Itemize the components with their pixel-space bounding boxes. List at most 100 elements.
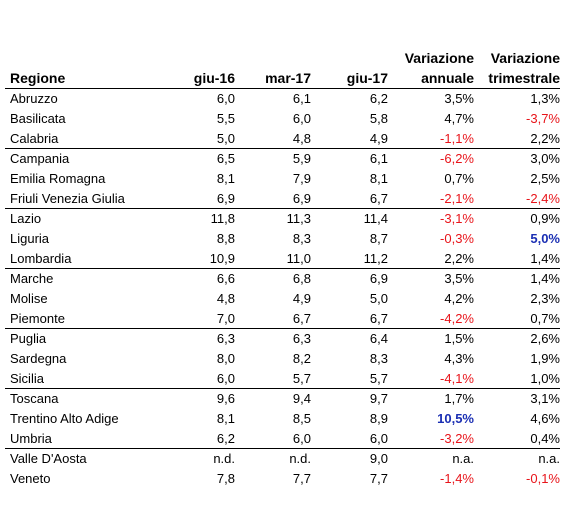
- giu-17-cell: 5,7: [369, 371, 388, 386]
- giu-17-cell: 9,7: [369, 391, 388, 406]
- giu-16-cell: 10,9: [209, 251, 235, 266]
- giu-17-cell: 5,8: [369, 111, 388, 126]
- variazione-trimestrale-cell: 3,0%: [530, 151, 560, 166]
- region-cell: Abruzzo: [10, 91, 58, 106]
- region-cell: Umbria: [10, 431, 52, 446]
- region-cell: Lazio: [10, 211, 42, 226]
- variazione-annuale-cell: 2,2%: [444, 251, 474, 266]
- region-cell: Sicilia: [10, 371, 44, 386]
- variazione-trimestrale-cell: -2,4%: [526, 191, 560, 206]
- giu-17-cell: 11,2: [363, 251, 388, 266]
- table-row: Toscana 9,6 9,4 9,7 1,7% 3,1%: [5, 389, 560, 409]
- variazione-trimestrale-cell: 2,5%: [530, 171, 560, 186]
- giu-16-cell: 5,0: [216, 131, 235, 146]
- variazione-annuale-cell: 10,5%: [437, 411, 474, 426]
- variazione-trimestrale-cell: -3,7%: [526, 111, 560, 126]
- table-row: Trentino Alto Adige 8,1 8,5 8,9 10,5% 4,6%: [5, 409, 560, 429]
- variazione-trimestrale-cell: 1,4%: [530, 271, 560, 286]
- region-cell: Veneto: [10, 471, 51, 486]
- variazione-trimestrale-cell: 0,4%: [530, 431, 560, 446]
- variazione-trimestrale-cell: 2,2%: [530, 131, 560, 146]
- variazione-annuale-cell: -1,4%: [440, 471, 474, 486]
- table-row: Puglia 6,3 6,3 6,4 1,5% 2,6%: [5, 329, 560, 349]
- mar-17-cell: 6,9: [292, 191, 311, 206]
- variazione-annuale-cell: 1,5%: [444, 331, 474, 346]
- giu-17-cell: 8,3: [369, 351, 388, 366]
- giu-16-cell: 8,1: [216, 411, 235, 426]
- mar-17-cell: 5,9: [292, 151, 311, 166]
- region-cell: Emilia Romagna: [10, 171, 106, 186]
- mar-17-cell: 4,9: [292, 291, 311, 306]
- giu-17-cell: 6,7: [369, 191, 388, 206]
- giu-17-cell: 4,9: [369, 131, 388, 146]
- region-cell: Calabria: [10, 131, 59, 146]
- table-row: Campania 6,5 5,9 6,1 -6,2% 3,0%: [5, 149, 560, 169]
- table-row: Abruzzo 6,0 6,1 6,2 3,5% 1,3%: [5, 89, 560, 109]
- giu-16-cell: n.d.: [213, 451, 235, 466]
- giu-17-cell: 6,2: [369, 91, 388, 106]
- giu-16-cell: 8,0: [216, 351, 235, 366]
- table-row: Marche 6,6 6,8 6,9 3,5% 1,4%: [5, 269, 560, 289]
- giu-16-cell: 7,8: [216, 471, 235, 486]
- variazione-annuale-cell: 4,7%: [444, 111, 474, 126]
- variazione-annuale-cell: -1,1%: [440, 131, 474, 146]
- variazione-annuale-cell: 4,2%: [444, 291, 474, 306]
- region-cell: Valle D'Aosta: [10, 451, 87, 466]
- giu-16-cell: 8,1: [216, 171, 235, 186]
- giu-17-cell: 8,7: [369, 231, 388, 246]
- giu-17-cell: 7,7: [369, 471, 388, 486]
- table-row: Lombardia 10,9 11,0 11,2 2,2% 1,4%: [5, 249, 560, 269]
- variazione-trimestrale-cell: n.a.: [538, 451, 560, 466]
- mar-17-cell: 5,7: [292, 371, 311, 386]
- giu-16-cell: 6,0: [216, 91, 235, 106]
- table-row: Piemonte 7,0 6,7 6,7 -4,2% 0,7%: [5, 309, 560, 329]
- header-variazione-annuale-line2: annuale: [421, 70, 474, 86]
- mar-17-cell: 8,2: [292, 351, 311, 366]
- giu-17-cell: 9,0: [369, 451, 388, 466]
- giu-16-cell: 6,5: [216, 151, 235, 166]
- variazione-annuale-cell: 4,3%: [444, 351, 474, 366]
- giu-17-cell: 6,0: [369, 431, 388, 446]
- giu-16-cell: 8,8: [216, 231, 235, 246]
- table-row: Veneto 7,8 7,7 7,7 -1,4% -0,1%: [5, 469, 560, 489]
- header-region: Regione: [10, 70, 66, 86]
- variazione-annuale-cell: -4,1%: [440, 371, 474, 386]
- mar-17-cell: n.d.: [289, 451, 311, 466]
- table-row: Valle D'Aosta n.d. n.d. 9,0 n.a. n.a.: [5, 449, 560, 469]
- variazione-trimestrale-cell: 5,0%: [530, 231, 560, 246]
- table-row: Sardegna 8,0 8,2 8,3 4,3% 1,9%: [5, 349, 560, 369]
- variazione-annuale-cell: -2,1%: [440, 191, 474, 206]
- variazione-annuale-cell: n.a.: [452, 451, 474, 466]
- variazione-trimestrale-cell: 4,6%: [530, 411, 560, 426]
- variazione-annuale-cell: -4,2%: [440, 311, 474, 326]
- variazione-trimestrale-cell: 0,9%: [530, 211, 560, 226]
- variazione-annuale-cell: -0,3%: [440, 231, 474, 246]
- variazione-annuale-cell: -3,1%: [440, 211, 474, 226]
- mar-17-cell: 6,0: [292, 111, 311, 126]
- table-row: Molise 4,8 4,9 5,0 4,2% 2,3%: [5, 289, 560, 309]
- regional-data-table: Regione giu-16 mar-17 giu-17 Variazione …: [5, 46, 560, 489]
- variazione-annuale-cell: 3,5%: [444, 91, 474, 106]
- region-cell: Basilicata: [10, 111, 66, 126]
- mar-17-cell: 6,8: [292, 271, 311, 286]
- table-header: Regione giu-16 mar-17 giu-17 Variazione …: [5, 46, 560, 89]
- variazione-trimestrale-cell: 1,4%: [530, 251, 560, 266]
- variazione-trimestrale-cell: 2,3%: [530, 291, 560, 306]
- mar-17-cell: 11,3: [286, 211, 311, 226]
- header-giu-17: giu-17: [346, 70, 388, 86]
- region-cell: Lombardia: [10, 251, 72, 266]
- mar-17-cell: 7,9: [292, 171, 311, 186]
- mar-17-cell: 6,3: [292, 331, 311, 346]
- variazione-trimestrale-cell: 1,9%: [530, 351, 560, 366]
- giu-17-cell: 6,1: [369, 151, 388, 166]
- giu-17-cell: 8,9: [369, 411, 388, 426]
- header-variazione-annuale-line1: Variazione: [404, 50, 474, 66]
- variazione-annuale-cell: 1,7%: [444, 391, 474, 406]
- variazione-trimestrale-cell: 1,3%: [530, 91, 560, 106]
- header-giu-16: giu-16: [193, 70, 235, 86]
- variazione-annuale-cell: -6,2%: [440, 151, 474, 166]
- header-mar-17: mar-17: [265, 70, 311, 86]
- table-row: Basilicata 5,5 6,0 5,8 4,7% -3,7%: [5, 109, 560, 129]
- mar-17-cell: 8,5: [292, 411, 311, 426]
- giu-16-cell: 7,0: [216, 311, 235, 326]
